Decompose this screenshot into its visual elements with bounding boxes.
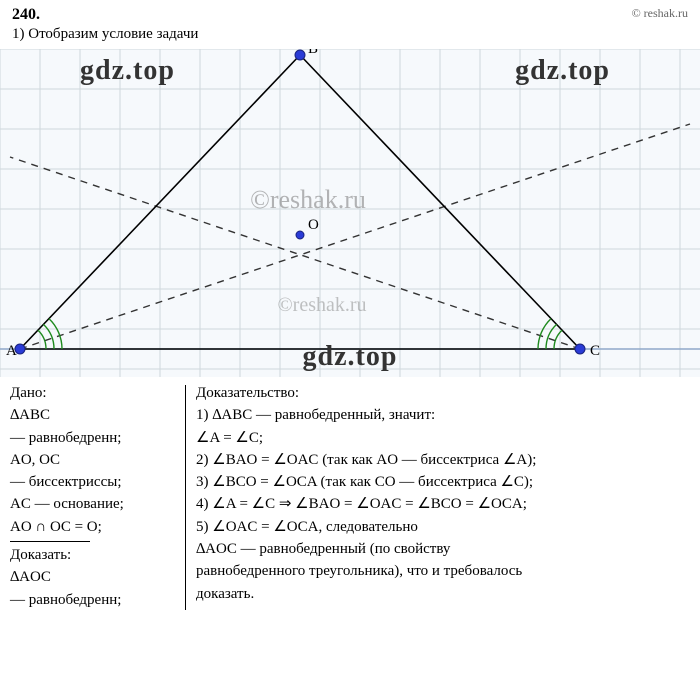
- proof-line: ∆AOC — равнобедренный (по свойству: [196, 539, 690, 560]
- proof-title: Доказательство:: [196, 383, 690, 404]
- given-line: AO, OC: [10, 450, 177, 471]
- given-line: AC — основание;: [10, 494, 177, 515]
- site-credit: © reshak.ru: [632, 6, 688, 21]
- proof-line: 5) ∠OAC = ∠OCA, следовательно: [196, 517, 690, 538]
- given-line: — биссектриссы;: [10, 472, 177, 493]
- given-column: Дано: ∆ABC — равнобедренн; AO, OC — бисс…: [10, 383, 185, 612]
- watermark-top-right: gdz.top: [515, 55, 610, 87]
- diagram-area: ABCO gdz.top gdz.top gdz.top ©reshak.ru …: [0, 49, 700, 377]
- triangle-diagram: A B C O: [0, 49, 700, 377]
- prove-line: ∆AOC: [10, 567, 177, 588]
- problem-number: 240.: [12, 6, 40, 24]
- svg-text:B: B: [308, 49, 318, 57]
- svg-text:A: A: [6, 343, 17, 359]
- given-line: AO ∩ OC = O;: [10, 517, 177, 538]
- proof-line: равнобедренного треугольника), что и тре…: [196, 561, 690, 582]
- proof-block: Дано: ∆ABC — равнобедренн; AO, OC — бисс…: [0, 377, 700, 612]
- proof-line: доказать.: [196, 584, 690, 605]
- watermark-bottom: gdz.top: [303, 341, 398, 373]
- svg-text:C: C: [590, 343, 600, 359]
- prove-title: Доказать:: [10, 545, 177, 566]
- proof-line: 3) ∠BCO = ∠OCA (так как CO — биссектриса…: [196, 472, 690, 493]
- given-title: Дано:: [10, 383, 177, 404]
- divider-line: [10, 541, 90, 542]
- given-line: — равнобедренн;: [10, 428, 177, 449]
- step-line: 1) Отобразим условие задачи: [0, 24, 700, 49]
- proof-line: 4) ∠A = ∠C ⇒ ∠BAO = ∠OAC = ∠BCO = ∠OCA;: [196, 494, 690, 515]
- watermark-top-left: gdz.top: [80, 55, 175, 87]
- prove-line: — равнобедренн;: [10, 590, 177, 611]
- proof-line: 1) ∆ABC — равнобедренный, значит:: [196, 405, 690, 426]
- proof-line: ∠A = ∠C;: [196, 428, 690, 449]
- proof-column: Доказательство: 1) ∆ABC — равнобедренный…: [186, 383, 690, 612]
- svg-text:O: O: [308, 217, 319, 233]
- given-line: ∆ABC: [10, 405, 177, 426]
- proof-line: 2) ∠BAO = ∠OAC (так как AO — биссектриса…: [196, 450, 690, 471]
